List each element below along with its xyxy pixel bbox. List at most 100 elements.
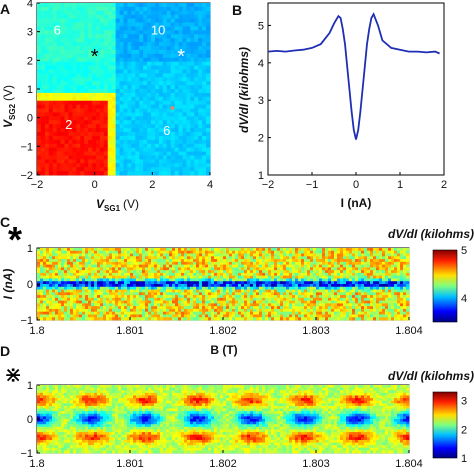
panel-a-heatmap-cell — [119, 49, 124, 55]
heatmap-cell — [145, 284, 149, 288]
heatmap-cell — [52, 267, 56, 271]
panel-a-heatmap-cell — [56, 3, 61, 8]
panel-a-heatmap-cell — [123, 128, 128, 133]
panel-a-heatmap-cell — [198, 135, 203, 141]
heatmap-cell — [61, 281, 65, 285]
heatmap-cell — [103, 281, 107, 285]
panel-a-heatmap-cell — [80, 96, 85, 102]
panel-a-heatmap-cell — [131, 139, 136, 145]
heatmap-cell — [220, 300, 224, 304]
heatmap-cell — [304, 272, 308, 277]
panel-a-heatmap-cell — [151, 112, 156, 117]
panel-a-heatmap-cell — [170, 163, 176, 168]
heatmap-cell — [340, 300, 344, 304]
heatmap-cell — [376, 284, 380, 288]
heatmap-cell — [145, 272, 149, 277]
heatmap-cell — [346, 308, 350, 313]
heatmap-cell — [196, 289, 200, 293]
panel-a-heatmap-cell — [92, 30, 97, 35]
heatmap-cell — [214, 267, 218, 271]
heatmap-cell — [37, 292, 41, 296]
heatmap-cell — [97, 281, 101, 285]
panel-a-heatmap-cell — [76, 61, 81, 66]
heatmap-cell — [145, 281, 149, 285]
panel-a-heatmap-cell — [92, 49, 97, 55]
panel-a-heatmap-cell — [52, 69, 58, 74]
heatmap-cell — [118, 289, 122, 293]
heatmap-cell — [130, 286, 134, 290]
heatmap-cell — [376, 248, 380, 252]
heatmap-cell — [232, 292, 236, 296]
heatmap-cell — [355, 256, 359, 260]
panel-a-heatmap-cell — [178, 89, 183, 94]
heatmap-cell — [214, 256, 218, 260]
panel-a-heatmap-cell — [202, 81, 207, 86]
panel-a-heatmap-cell — [60, 132, 65, 137]
heatmap-cell — [130, 278, 134, 282]
heatmap-cell — [55, 297, 59, 302]
heatmap-cell — [100, 303, 104, 307]
heatmap-cell — [313, 289, 317, 293]
heatmap-cell — [283, 314, 287, 318]
panel-a-heatmap-cell — [147, 30, 152, 35]
heatmap-cell — [88, 264, 92, 268]
panel-a-heatmap-cell — [147, 10, 152, 16]
heatmap-cell — [43, 272, 47, 277]
panel-a-heatmap-cell — [37, 96, 42, 102]
panel-a-heatmap-cell — [162, 30, 168, 35]
heatmap-cell — [157, 272, 161, 277]
heatmap-cell — [229, 270, 233, 274]
heatmap-cell — [334, 259, 338, 263]
heatmap-cell — [91, 272, 95, 277]
heatmap-cell — [67, 256, 71, 260]
heatmap-cell — [313, 306, 317, 310]
panel-a-heatmap-cell — [48, 167, 54, 172]
heatmap-cell — [208, 297, 212, 302]
heatmap-cell — [37, 306, 41, 310]
heatmap-cell — [64, 275, 68, 279]
heatmap-cell — [352, 267, 356, 271]
heatmap-cell — [313, 297, 317, 302]
panel-a-heatmap-cell — [166, 6, 172, 12]
panel-a-heatmap-cell — [198, 10, 203, 16]
heatmap-cell — [343, 253, 347, 257]
heatmap-cell — [283, 297, 287, 302]
heatmap-cell — [184, 289, 188, 293]
panel-a-heatmap-cell — [84, 89, 89, 94]
heatmap-cell — [370, 261, 374, 266]
panel-a-heatmap-cell — [68, 81, 73, 86]
heatmap-cell — [244, 270, 248, 274]
panel-a-heatmap-cell — [88, 124, 93, 129]
panel-a-heatmap-cell — [198, 57, 203, 63]
panel-a-heatmap-cell — [147, 57, 152, 63]
heatmap-cell — [91, 248, 95, 252]
panel-a-heatmap-cell — [194, 73, 199, 78]
heatmap-cell — [268, 278, 272, 282]
heatmap-cell — [124, 314, 128, 318]
heatmap-cell — [274, 256, 278, 260]
heatmap-cell — [301, 278, 305, 282]
heatmap-cell — [205, 311, 209, 315]
heatmap-cell — [100, 267, 104, 271]
panel-a-heatmap-cell — [182, 81, 187, 86]
panel-a-heatmap-cell — [162, 22, 168, 27]
heatmap-cell — [262, 300, 266, 304]
heatmap-cell — [76, 286, 80, 290]
panel-a-heatmap-cell — [194, 132, 199, 137]
panel-a-heatmap-cell — [60, 53, 65, 59]
heatmap-cell — [106, 261, 110, 266]
panel-a-heatmap-cell — [123, 85, 128, 90]
heatmap-cell — [61, 272, 65, 277]
heatmap-cell — [46, 281, 50, 285]
panel-a-heatmap-cell — [127, 92, 132, 98]
heatmap-cell — [139, 253, 143, 257]
heatmap-cell — [259, 270, 263, 274]
heatmap-cell — [40, 281, 44, 285]
panel-a-heatmap-cell — [139, 92, 144, 98]
panel-a-heatmap-cell — [154, 49, 160, 55]
heatmap-cell — [169, 270, 173, 274]
heatmap-cell — [151, 295, 155, 299]
panel-a-heatmap-cell — [119, 22, 124, 27]
heatmap-cell — [331, 289, 335, 293]
heatmap-cell — [205, 281, 209, 285]
